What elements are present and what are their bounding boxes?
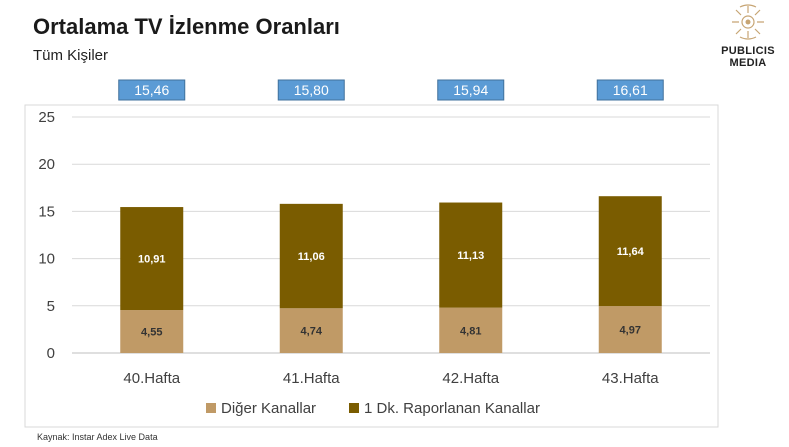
- publicis-media-logo: PUBLICIS MEDIA: [712, 4, 784, 69]
- total-box-2: [277, 79, 345, 101]
- data-label-raporlanan: 11,13: [457, 250, 484, 262]
- logo-line2: MEDIA: [729, 57, 767, 69]
- legend-diger-label: Diğer Kanallar: [221, 400, 316, 417]
- bar-diger-3: [439, 307, 503, 353]
- x-tick-label: 41.Hafta: [283, 370, 340, 387]
- bar-raporlanan-3: [439, 202, 503, 308]
- total-label: 16,61: [613, 82, 648, 98]
- legend-diger-swatch: [206, 403, 216, 413]
- total-box-3: [437, 79, 505, 101]
- data-label-raporlanan: 11,06: [298, 251, 325, 263]
- x-tick-label: 40.Hafta: [123, 370, 180, 387]
- y-tick-label: 10: [38, 251, 55, 268]
- legend-raporlanan-label: 1 Dk. Raporlanan Kanallar: [364, 400, 540, 417]
- bar-raporlanan-2: [279, 203, 343, 309]
- plot-frame: [24, 104, 719, 428]
- bar-diger-4: [598, 306, 662, 353]
- total-box-4: [596, 79, 664, 101]
- bar-diger-1: [120, 310, 184, 353]
- logo-line1: PUBLICIS: [721, 45, 775, 57]
- bar-raporlanan-4: [598, 196, 662, 307]
- legend-raporlanan-swatch: [349, 403, 359, 413]
- source-note: Kaynak: Instar Adex Live Data: [37, 432, 158, 442]
- bar-diger-2: [279, 308, 343, 353]
- total-label: 15,46: [134, 82, 169, 98]
- bar-raporlanan-1: [120, 207, 184, 311]
- total-box-1: [118, 79, 186, 101]
- chart-subtitle: Tüm Kişiler: [33, 47, 109, 64]
- total-label: 15,94: [453, 82, 488, 98]
- y-tick-label: 20: [38, 156, 55, 173]
- y-tick-label: 15: [38, 203, 55, 220]
- y-tick-label: 25: [38, 109, 55, 126]
- data-label-diger: 4,74: [301, 326, 323, 338]
- total-label: 15,80: [294, 82, 329, 98]
- y-tick-label: 0: [47, 345, 55, 362]
- x-tick-label: 43.Hafta: [602, 370, 659, 387]
- data-label-raporlanan: 11,64: [617, 246, 645, 258]
- x-tick-label: 42.Hafta: [442, 370, 499, 387]
- data-label-diger: 4,81: [460, 325, 481, 337]
- data-label-raporlanan: 10,91: [138, 254, 166, 266]
- data-label-diger: 4,97: [620, 325, 641, 337]
- data-label-diger: 4,55: [141, 327, 162, 339]
- chart-title: Ortalama TV İzlenme Oranları: [33, 14, 340, 39]
- y-tick-label: 5: [47, 298, 55, 315]
- lion-emblem-icon: [732, 4, 764, 40]
